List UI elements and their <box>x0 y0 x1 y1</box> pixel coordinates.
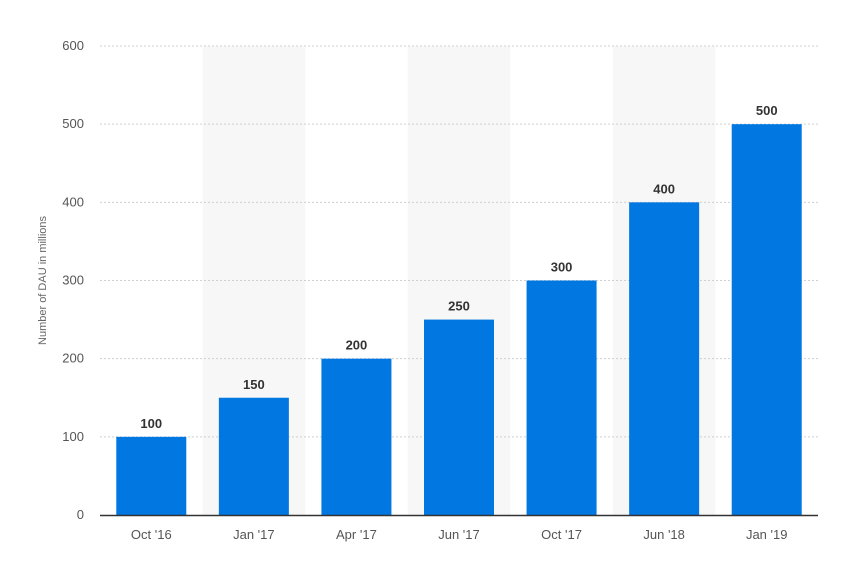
data-label: 300 <box>551 260 573 275</box>
x-tick-label: Apr '17 <box>336 527 377 542</box>
y-tick-label: 500 <box>62 116 84 131</box>
y-tick-label: 100 <box>62 429 84 444</box>
data-label: 250 <box>448 299 470 314</box>
x-tick-label: Oct '17 <box>541 527 582 542</box>
x-tick-label: Jan '17 <box>233 527 275 542</box>
bar <box>218 397 289 515</box>
data-label: 500 <box>756 103 778 118</box>
data-label: 200 <box>346 338 368 353</box>
bars <box>116 124 802 516</box>
bar <box>116 436 187 515</box>
x-tick-label: Oct '16 <box>131 527 172 542</box>
x-axis-ticks: Oct '16 Jan '17 Apr '17 Jun '17 Oct '17 Jun '… <box>131 527 788 542</box>
x-tick-label: Jan '19 <box>746 527 788 542</box>
y-tick-label: 400 <box>62 194 84 209</box>
bar <box>321 358 392 515</box>
x-tick-label: Jun '17 <box>438 527 480 542</box>
data-label: 100 <box>140 416 162 431</box>
y-tick-label: 200 <box>62 351 84 366</box>
bar <box>629 202 700 516</box>
bar <box>526 280 597 515</box>
data-label: 400 <box>653 181 675 196</box>
y-tick-label: 600 <box>62 38 84 53</box>
y-tick-label: 300 <box>62 273 84 288</box>
data-label: 150 <box>243 377 265 392</box>
x-tick-label: Jun '18 <box>643 527 685 542</box>
data-labels: 100 150 200 250 300 400 500 <box>140 103 777 431</box>
y-axis-title: Number of DAU in millions <box>37 216 49 345</box>
bar <box>731 124 802 516</box>
bar <box>424 319 494 515</box>
y-axis-ticks: 0 100 200 300 400 500 600 <box>62 38 84 522</box>
y-tick-label: 0 <box>77 507 84 522</box>
